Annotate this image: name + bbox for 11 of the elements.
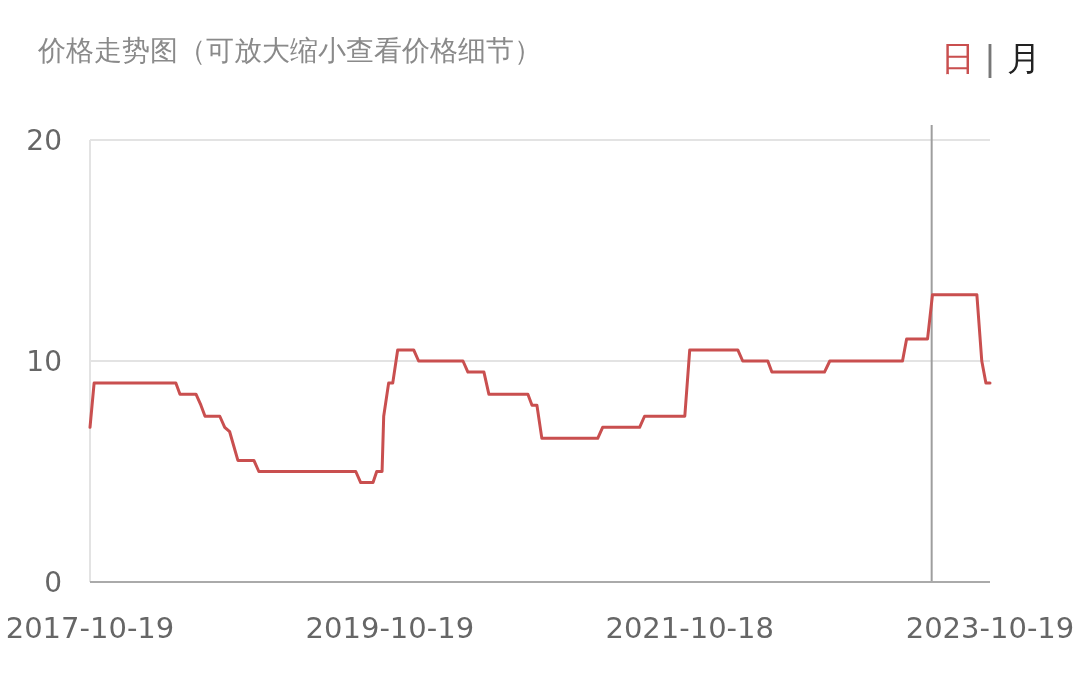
ytick: 10 — [26, 345, 62, 378]
xtick: 2017-10-19 — [5, 611, 175, 645]
xtick: 2021-10-18 — [605, 611, 774, 645]
ytick: 20 — [26, 124, 62, 157]
title: 价格走势图（可放大缩小查看价格细节） — [38, 34, 542, 67]
annotation: 日 — [941, 38, 975, 78]
xtick: 2023-10-19 — [905, 611, 1075, 645]
xtick: 2019-10-19 — [305, 611, 475, 645]
annotation: 月 — [1007, 38, 1041, 78]
ytick: 0 — [44, 566, 62, 599]
annotation: | — [984, 38, 996, 78]
